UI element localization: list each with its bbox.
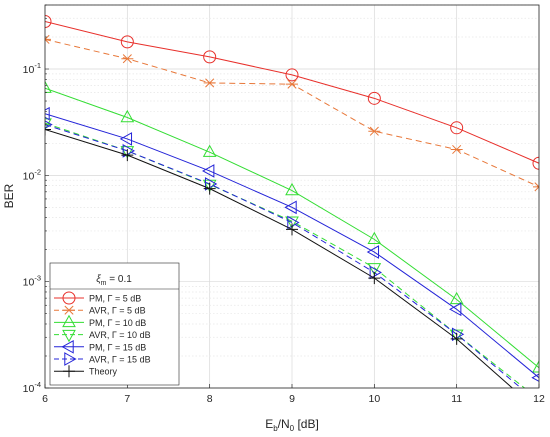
x-tick-label: 6 <box>42 393 48 405</box>
data-point <box>367 91 381 105</box>
series-2 <box>45 80 539 373</box>
legend-item: PM, Γ = 5 dB <box>54 291 141 305</box>
series-line <box>45 87 539 369</box>
axes: 6 7 8 9 10 11 12 10-4 10-3 10-2 10-1 <box>23 4 545 405</box>
data-point <box>203 50 217 64</box>
x-tick-label: 8 <box>207 393 213 405</box>
data-point <box>119 132 133 146</box>
x-tick-label: 11 <box>451 393 462 405</box>
legend-swatch-marker <box>63 365 75 378</box>
y-tick-label: 10-2 <box>23 167 41 182</box>
data-point <box>285 216 299 229</box>
data-point <box>120 109 135 123</box>
legend-swatch-marker <box>64 352 77 366</box>
data-point <box>45 34 51 44</box>
series-4 <box>45 106 539 382</box>
data-point <box>532 156 539 170</box>
legend-label: PM, Γ = 5 dB <box>89 294 141 304</box>
data-point <box>202 144 217 157</box>
data-point <box>368 126 381 136</box>
legend-swatch-marker <box>62 329 76 343</box>
legend-swatch-marker <box>62 291 76 305</box>
x-tick-label: 10 <box>368 393 380 405</box>
data-point <box>531 373 539 382</box>
legend-label: PM, Γ = 10 dB <box>89 318 146 328</box>
legend-label: Theory <box>89 367 118 377</box>
data-point <box>203 182 216 195</box>
data-point <box>45 120 53 129</box>
data-point <box>450 332 463 345</box>
legend-swatch-marker <box>61 339 74 354</box>
legend-label: AVR, Γ = 5 dB <box>89 306 146 316</box>
data-point <box>45 118 52 131</box>
series-1 <box>45 34 539 192</box>
legend-label: PM, Γ = 15 dB <box>89 342 146 352</box>
y-tick-label: 10-3 <box>23 274 41 289</box>
data-point <box>369 265 382 280</box>
data-point <box>449 302 462 317</box>
data-point <box>203 78 216 88</box>
legend-box <box>49 262 180 386</box>
data-point <box>368 272 381 285</box>
series-group <box>45 14 545 418</box>
series-line <box>45 20 539 164</box>
data-point <box>202 164 215 178</box>
legend-item: PM, Γ = 15 dB <box>54 339 146 354</box>
data-point <box>367 263 382 276</box>
legend-item: PM, Γ = 10 dB <box>54 314 146 328</box>
series-0 <box>45 14 539 170</box>
data-point <box>287 215 300 230</box>
data-point <box>120 35 134 49</box>
legend-item: Theory <box>54 365 118 378</box>
data-point <box>121 54 134 64</box>
series-line <box>45 113 539 379</box>
data-point <box>450 121 464 135</box>
data-point <box>45 106 50 121</box>
x-tick-label: 12 <box>533 393 545 405</box>
y-axis-label: BER <box>2 183 16 208</box>
data-point <box>285 68 299 82</box>
legend-item: AVR, Γ = 10 dB <box>54 329 151 343</box>
legend-swatch-marker <box>63 305 75 315</box>
y-tick-label: 10-1 <box>23 61 41 76</box>
data-point <box>451 327 465 342</box>
data-point <box>286 79 298 89</box>
data-point <box>533 182 539 192</box>
data-point <box>449 291 464 305</box>
y-tick-label: 10-4 <box>23 380 41 395</box>
series-line <box>45 122 526 388</box>
legend-label: AVR, Γ = 10 dB <box>89 330 151 340</box>
data-point <box>450 144 463 155</box>
data-point <box>285 182 299 196</box>
legend: ξm = 0.1 PM, Γ = 5 dB AVR, Γ = 5 dB PM, Γ … <box>49 262 180 386</box>
data-point <box>286 223 298 236</box>
legend-swatch-marker <box>62 314 76 328</box>
data-point <box>532 360 539 373</box>
legend-item: AVR, Γ = 5 dB <box>54 305 146 316</box>
x-tick-label: 9 <box>289 393 295 405</box>
legend-item: AVR, Γ = 15 dB <box>54 352 151 366</box>
data-point <box>45 14 52 28</box>
data-point <box>367 231 382 245</box>
data-point <box>45 123 51 136</box>
series-6 <box>45 123 545 418</box>
legend-title: ξm = 0.1 <box>96 274 132 287</box>
data-point <box>45 80 52 93</box>
legend-label: AVR, Γ = 15 dB <box>89 355 151 365</box>
data-point <box>366 245 380 259</box>
data-point <box>121 149 134 162</box>
x-axis-label: Eb/N0 [dB] <box>265 417 319 433</box>
data-point <box>284 200 297 215</box>
x-tick-label: 7 <box>124 393 130 405</box>
data-point <box>204 177 218 191</box>
data-point <box>533 406 545 418</box>
data-point <box>122 143 135 158</box>
